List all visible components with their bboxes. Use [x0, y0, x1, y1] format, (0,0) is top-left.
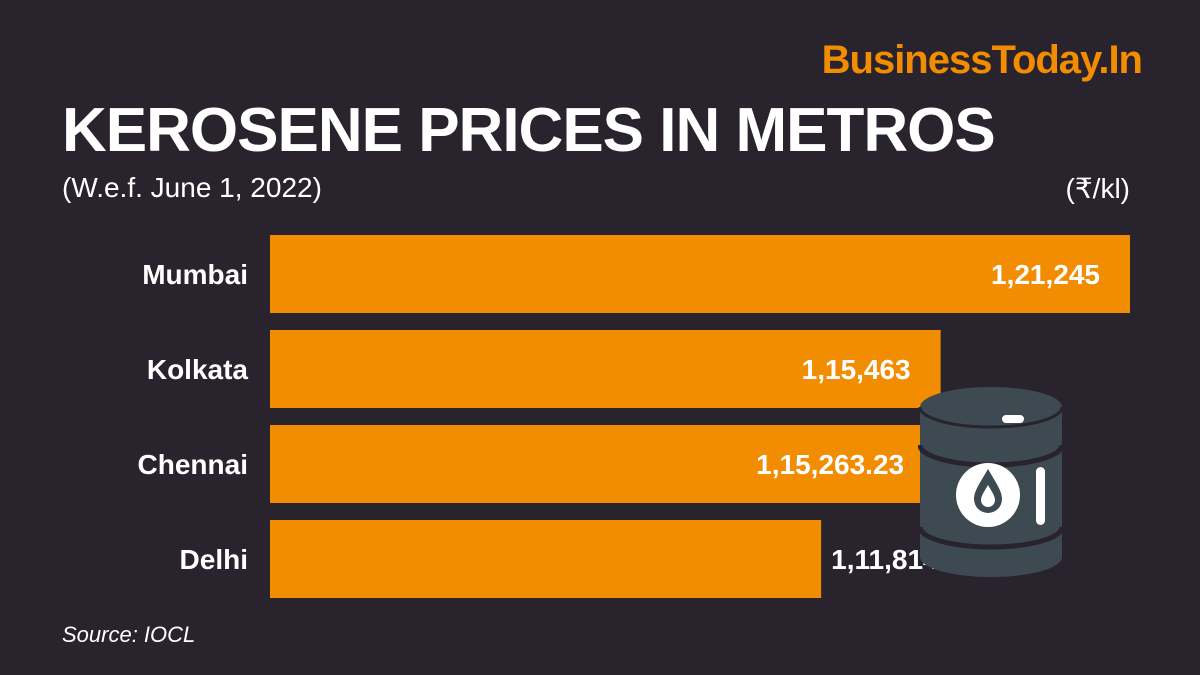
- value-label: 1,15,263.23: [756, 449, 904, 480]
- oil-barrel-icon: [917, 385, 1065, 586]
- bar-mumbai: [270, 235, 1130, 313]
- bar-chennai: [270, 425, 935, 503]
- source-note: Source: IOCL: [62, 622, 196, 647]
- value-label: 1,21,245: [991, 259, 1100, 290]
- value-label: 1,15,463: [802, 354, 911, 385]
- category-label: Kolkata: [147, 354, 249, 385]
- bar-delhi: [270, 520, 822, 598]
- category-label: Mumbai: [142, 259, 248, 290]
- category-label: Chennai: [138, 449, 248, 480]
- chart-subtitle: (W.e.f. June 1, 2022): [62, 172, 322, 203]
- unit-label: (₹/kl): [1065, 173, 1130, 204]
- bar-kolkata: [270, 330, 941, 408]
- chart-title: KEROSENE PRICES IN METROS: [62, 96, 996, 165]
- category-label: Delhi: [180, 544, 248, 575]
- brand-logo: BusinessToday.In: [821, 38, 1143, 82]
